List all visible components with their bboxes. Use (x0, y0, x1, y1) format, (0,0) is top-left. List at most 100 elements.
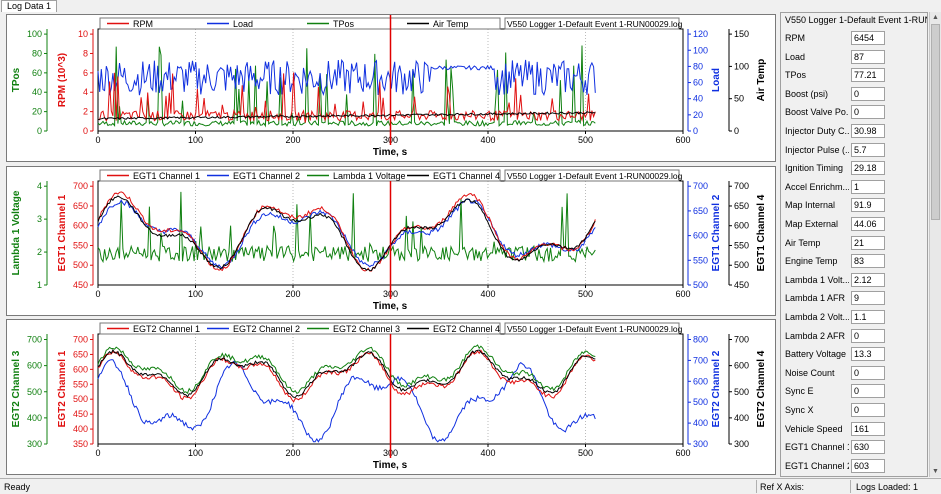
legend-label: RPM (133, 19, 153, 29)
value-row-field: 0 (851, 384, 885, 399)
chart-area[interactable]: 0100200300400500600Time, s020406080100TP… (4, 12, 776, 477)
value-row-label: Sync X (785, 405, 814, 415)
x-tick-label: 100 (188, 135, 203, 145)
x-tick-label: 0 (95, 289, 100, 299)
value-row-field: 91.9 (851, 198, 885, 213)
y-tick-label: 40 (693, 94, 703, 104)
status-ready: Ready (4, 482, 31, 492)
series-line (97, 58, 596, 97)
y-tick-label: 0 (83, 126, 88, 136)
value-row-field: 0 (851, 365, 885, 380)
value-row-label: Injector Pulse (... (785, 144, 849, 155)
value-row-label: Vehicle Speed (785, 423, 843, 434)
chart-legend: EGT1 Channel 1 EGT1 Channel 2 Lambda 1 Vol… (99, 169, 501, 182)
x-tick-label: 400 (480, 448, 495, 458)
value-row-field: 87 (851, 49, 885, 64)
legend-label: EGT2 Channel 4 (433, 324, 500, 334)
y-tick-label: 450 (73, 409, 88, 419)
y-tick-label: 700 (693, 181, 708, 191)
y-tick-label: 500 (693, 397, 708, 407)
tab-bar: Log Data 1 (0, 0, 941, 12)
scroll-down-icon[interactable]: ▼ (932, 468, 939, 475)
x-tick-label: 200 (285, 448, 300, 458)
y-tick-label: 100 (27, 29, 42, 39)
values-scrollbar[interactable]: ▲ ▼ (929, 12, 941, 477)
y-tick-label: 8 (83, 48, 88, 58)
value-row-field: 603 (851, 458, 885, 473)
y-tick-label: 600 (693, 376, 708, 386)
x-tick-label: 400 (480, 135, 495, 145)
y-tick-label: 500 (73, 260, 88, 270)
legend-label: EGT2 Channel 1 (133, 324, 200, 334)
chart-svg: 0100200300400500600Time, s020406080100TP… (11, 15, 767, 158)
legend-label: TPos (333, 19, 355, 29)
legend-label: Load (233, 19, 253, 29)
y-tick-label: 120 (693, 29, 708, 39)
value-row: Accel Enrichm... 1 (785, 179, 925, 194)
value-row: Injector Duty C... 30.98 (785, 124, 925, 138)
value-row-label: Battery Voltage (785, 349, 847, 360)
legend-label: EGT1 Channel 1 (133, 171, 200, 181)
value-row-field: 0 (851, 403, 885, 417)
value-row-label: Ignition Timing (785, 163, 844, 174)
y-tick-label: 500 (73, 394, 88, 404)
value-row: Map External 44.06 (785, 217, 925, 231)
tab-log-data-1[interactable]: Log Data 1 (1, 0, 58, 12)
logfile-box (504, 322, 680, 335)
scrollbar-thumb[interactable] (931, 24, 940, 220)
value-row: Vehicle Speed 161 (785, 421, 925, 436)
value-row-field: 13.3 (851, 347, 885, 362)
y-tick-label: 550 (693, 255, 708, 265)
value-row-label: Lambda 1 Volt... (785, 274, 849, 285)
chart-panel-rpm-load[interactable]: 0100200300400500600Time, s020406080100TP… (6, 14, 776, 162)
value-row: RPM 6454 (785, 31, 925, 45)
value-row-field: 5.7 (851, 142, 885, 157)
value-row-label: TPos (785, 70, 807, 81)
y-tick-label: 500 (693, 280, 708, 290)
chart-panel-egt2[interactable]: 0 100 200 300 400 500 600 Time, s 300 400 500 600 70… (6, 319, 776, 475)
value-row: Sync X 0 (785, 403, 925, 417)
y-tick-label: 600 (73, 221, 88, 231)
status-separator (756, 480, 757, 493)
value-row-label: Sync E (785, 386, 814, 397)
value-row-field: 2.12 (851, 272, 885, 287)
x-tick-label: 600 (675, 448, 690, 458)
value-row-field: 0 (851, 105, 885, 120)
y-tick-label: 1 (37, 280, 42, 290)
legend-label: Air Temp (433, 19, 468, 29)
value-row-field: 44.06 (851, 217, 885, 231)
y-tick-label: 400 (693, 418, 708, 428)
y-tick-label: 4 (37, 181, 42, 191)
y-tick-label: 600 (693, 231, 708, 241)
x-tick-label: 600 (675, 135, 690, 145)
y-tick-label: 2 (37, 247, 42, 257)
x-tick-label: 500 (578, 289, 593, 299)
values-panel: V550 Logger 1-Default Event 1-RUN00029.l… (780, 12, 928, 477)
value-row-label: Map External (785, 219, 839, 229)
y-tick-label: 700 (73, 181, 88, 191)
value-row-label: EGT1 Channel 2 (785, 460, 849, 471)
x-tick-label: 600 (675, 289, 690, 299)
y-axis-label: EGT2 Channel 3 (11, 350, 22, 427)
value-row-label: Engine Temp (785, 256, 838, 267)
y-axis-label: EGT2 Channel 4 (756, 350, 767, 427)
y-tick-label: 650 (693, 206, 708, 216)
y-tick-label: 600 (73, 364, 88, 374)
y-tick-label: 600 (27, 361, 42, 371)
value-row-label: RPM (785, 33, 805, 43)
value-row-field: 83 (851, 254, 885, 269)
y-tick-label: 2 (83, 107, 88, 117)
value-row: Map Internal 91.9 (785, 198, 925, 213)
value-row: Lambda 1 Volt... 2.12 (785, 272, 925, 287)
value-row: Air Temp 21 (785, 235, 925, 250)
y-tick-label: 20 (32, 107, 42, 117)
value-row-field: 9 (851, 291, 885, 306)
value-row-field: 21 (851, 235, 885, 250)
value-row: Lambda 2 Volt... 1.1 (785, 310, 925, 324)
value-row: EGT1 Channel 1 630 (785, 440, 925, 455)
scroll-up-icon[interactable]: ▲ (932, 14, 939, 21)
value-row-label: Accel Enrichm... (785, 181, 849, 192)
value-row: Boost (psi) 0 (785, 86, 925, 101)
value-row: Lambda 2 AFR 0 (785, 328, 925, 343)
